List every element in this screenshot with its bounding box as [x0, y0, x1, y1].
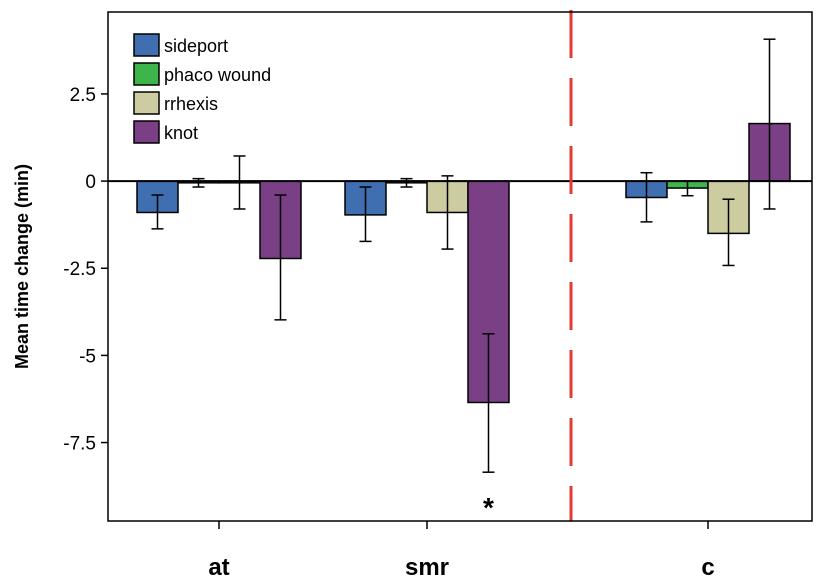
- significance-asterisk: *: [483, 492, 494, 523]
- x-axis-ticks: [218, 521, 709, 529]
- legend-label-sideport: sideport: [164, 36, 228, 56]
- y-tick-label: -5: [79, 346, 96, 367]
- legend: sideport phaco wound rrhexis knot: [133, 33, 271, 144]
- x-category-label-at: at: [208, 554, 229, 581]
- legend-swatch-knot: [133, 120, 160, 144]
- legend-label-phaco-wound: phaco wound: [164, 65, 271, 85]
- annotations-layer: *: [483, 492, 494, 523]
- x-axis-category-labels: at smr c: [208, 554, 714, 581]
- y-axis-ticks: 2.5 0 -2.5 -5 -7.5: [63, 85, 108, 455]
- y-tick-label: 0: [85, 172, 96, 193]
- legend-swatch-phaco-wound: [133, 62, 160, 86]
- bars-layer: [136, 122, 791, 404]
- y-tick-label: 2.5: [70, 85, 96, 106]
- legend-swatch-sideport: [133, 33, 160, 57]
- legend-label-rrhexis: rrhexis: [164, 94, 218, 114]
- legend-swatch-rrhexis: [133, 91, 160, 115]
- y-axis-title: Mean time change (min): [12, 164, 32, 369]
- y-tick-label: -2.5: [63, 259, 96, 280]
- error-bars-layer: [151, 38, 776, 473]
- y-tick-label: -7.5: [63, 434, 96, 455]
- x-category-label-smr: smr: [405, 554, 449, 581]
- plot-area-frame: [107, 11, 813, 522]
- x-category-label-c: c: [701, 554, 714, 581]
- legend-label-knot: knot: [164, 123, 198, 143]
